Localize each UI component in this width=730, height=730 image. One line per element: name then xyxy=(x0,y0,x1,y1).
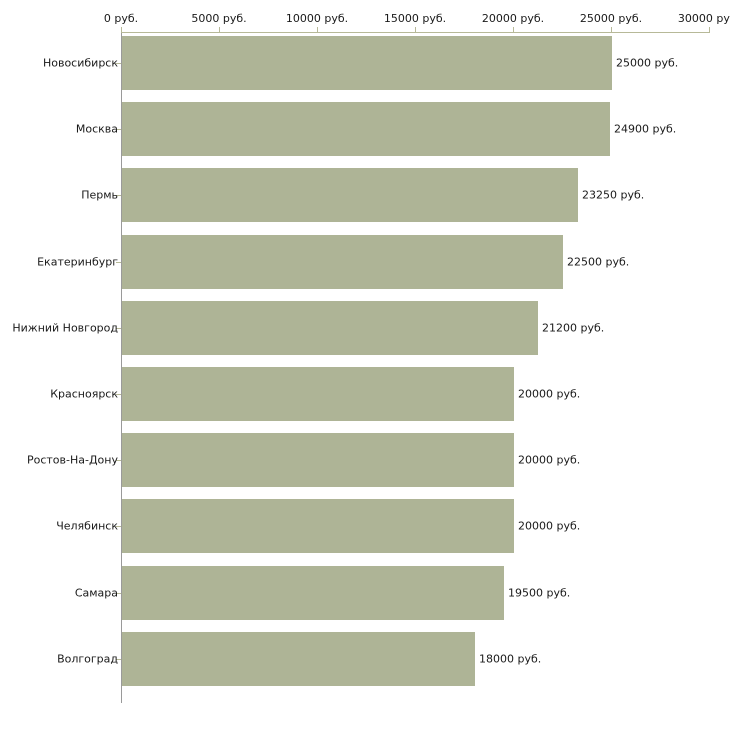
x-axis-tick-label: 15000 руб. xyxy=(383,12,447,25)
y-axis-tick xyxy=(116,659,121,660)
bar[interactable] xyxy=(122,566,504,620)
bar[interactable] xyxy=(122,102,610,156)
bar[interactable] xyxy=(122,632,475,686)
bar-value-label: 20000 руб. xyxy=(518,519,581,533)
x-axis-tick-label: 20000 руб. xyxy=(481,12,545,25)
y-axis-tick xyxy=(116,129,121,130)
y-axis-tick xyxy=(116,262,121,263)
x-axis-tick-label: 25000 руб. xyxy=(579,12,643,25)
y-axis-category-label: Челябинск xyxy=(56,519,118,533)
x-axis-tick-label: 30000 руб. xyxy=(677,12,730,25)
y-axis-tick xyxy=(116,195,121,196)
y-axis-line xyxy=(121,32,122,703)
y-axis-category-label: Красноярск xyxy=(50,387,118,401)
y-axis-tick xyxy=(116,394,121,395)
x-axis-tick xyxy=(317,27,318,33)
bar-value-label: 20000 руб. xyxy=(518,453,581,467)
y-axis-tick xyxy=(116,63,121,64)
bar[interactable] xyxy=(122,433,514,487)
bar-value-label: 18000 руб. xyxy=(479,652,542,666)
y-axis-tick xyxy=(116,593,121,594)
y-axis-category-label: Самара xyxy=(74,586,118,600)
y-axis-category-label: Волгоград xyxy=(57,652,118,666)
y-axis-category-label: Москва xyxy=(75,122,118,136)
bar-value-label: 20000 руб. xyxy=(518,387,581,401)
x-axis-tick-label: 0 руб. xyxy=(103,12,139,25)
x-axis-tick xyxy=(611,27,612,33)
x-axis-tick-label: 10000 руб. xyxy=(285,12,349,25)
bar[interactable] xyxy=(122,367,514,421)
bar[interactable] xyxy=(122,168,578,222)
bar-value-label: 24900 руб. xyxy=(614,122,677,136)
x-axis-tick xyxy=(121,27,122,33)
x-axis-tick xyxy=(415,27,416,33)
y-axis-category-label: Пермь xyxy=(81,188,118,202)
bar-value-label: 21200 руб. xyxy=(542,321,605,335)
x-axis-tick xyxy=(709,27,710,33)
bar[interactable] xyxy=(122,36,612,90)
x-axis-tick-label: 5000 руб. xyxy=(191,12,247,25)
bar-value-label: 22500 руб. xyxy=(567,255,630,269)
bar[interactable] xyxy=(122,235,563,289)
bar-value-label: 19500 руб. xyxy=(508,586,571,600)
bar[interactable] xyxy=(122,301,538,355)
bar[interactable] xyxy=(122,499,514,553)
x-axis-tick xyxy=(219,27,220,33)
y-axis-category-label: Екатеринбург xyxy=(37,255,118,269)
x-axis-tick xyxy=(513,27,514,33)
y-axis-tick xyxy=(116,526,121,527)
y-axis-category-label: Новосибирск xyxy=(42,56,118,70)
bar-value-label: 23250 руб. xyxy=(582,188,645,202)
bar-value-label: 25000 руб. xyxy=(616,56,679,70)
y-axis-category-label: Ростов-На-Дону xyxy=(26,453,118,467)
y-axis-tick xyxy=(116,460,121,461)
y-axis-tick xyxy=(116,328,121,329)
y-axis-category-label: Нижний Новгород xyxy=(12,321,118,335)
